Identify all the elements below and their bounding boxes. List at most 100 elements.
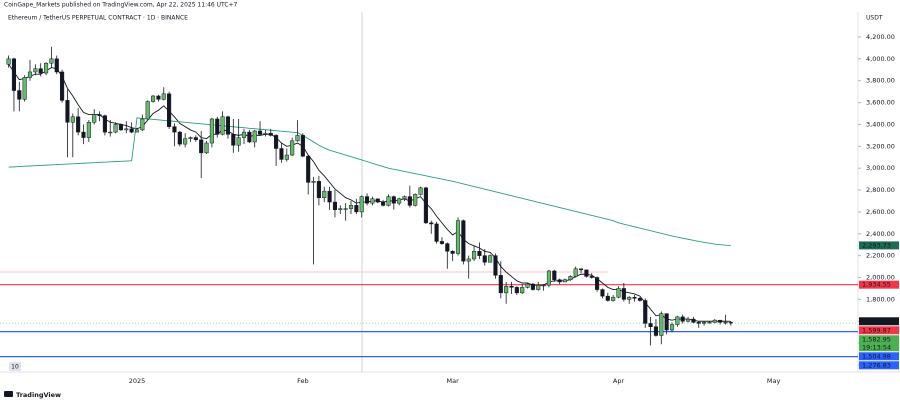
- candle-body: [627, 296, 632, 300]
- candle-body: [113, 124, 118, 133]
- candle-body: [33, 68, 38, 73]
- candle-body: [455, 220, 461, 254]
- price-label-box: [859, 280, 899, 289]
- candle-body: [332, 201, 337, 210]
- candle-body: [407, 196, 412, 206]
- candle-body: [118, 124, 124, 131]
- candle-body: [691, 318, 696, 323]
- interval-badge: 10: [11, 364, 19, 371]
- candle-body: [145, 101, 150, 120]
- candle-body: [466, 258, 471, 262]
- candle-body: [167, 93, 172, 127]
- candle-body: [241, 131, 247, 138]
- candle-body: [557, 279, 562, 283]
- price-label: 1,504.98: [862, 352, 891, 360]
- candle-body: [520, 287, 525, 294]
- candle-body: [306, 155, 311, 183]
- chart-title: Ethereum / TetherUS PERPETUAL CONTRACT ·…: [8, 15, 188, 22]
- candle-body: [124, 128, 129, 131]
- indicator-line: [8, 64, 731, 322]
- candle-body: [616, 288, 621, 298]
- candle-body: [589, 276, 594, 278]
- candle-body: [365, 196, 370, 204]
- candle-body: [686, 318, 691, 322]
- x-tick-label: May: [767, 377, 781, 385]
- candle-body: [268, 132, 273, 136]
- candle-body: [177, 131, 182, 145]
- x-tick-label: Apr: [613, 377, 625, 385]
- candle-body: [220, 116, 225, 135]
- candle-body: [723, 322, 728, 324]
- candle-body: [44, 62, 49, 74]
- candle-body: [621, 288, 626, 300]
- candle-body: [536, 284, 541, 290]
- candle-body: [637, 298, 642, 301]
- candle-body: [215, 118, 220, 135]
- candle-body: [279, 148, 284, 160]
- candle-body: [172, 126, 177, 133]
- candle-body: [605, 295, 610, 301]
- candle-body: [359, 196, 364, 213]
- candle-body: [54, 58, 59, 73]
- candle-body: [653, 326, 659, 336]
- y-tick-label: 3,000.00: [866, 164, 895, 172]
- price-label-box: [859, 361, 899, 370]
- candle-body: [247, 131, 252, 143]
- candle-body: [718, 319, 723, 323]
- indicator-line: [8, 117, 731, 246]
- countdown: 19:13:54: [862, 343, 891, 351]
- candle-body: [161, 93, 166, 100]
- candle-body: [573, 268, 578, 277]
- y-tick-label: 3,200.00: [866, 142, 895, 150]
- candle-body: [541, 284, 546, 287]
- candle-body: [193, 137, 198, 140]
- candle-body: [231, 134, 236, 146]
- candle-body: [402, 196, 407, 200]
- candle-body: [514, 287, 519, 294]
- candle-body: [712, 319, 717, 323]
- candle-body: [60, 71, 65, 101]
- candle-body: [129, 128, 134, 133]
- candle-body: [258, 130, 263, 135]
- candle-body: [27, 71, 33, 78]
- y-tick-label: 2,600.00: [866, 208, 895, 216]
- candle-body: [300, 135, 305, 157]
- candle-body: [498, 275, 503, 294]
- y-tick-label: 3,800.00: [866, 77, 895, 85]
- y-tick-label: 2,000.00: [866, 274, 895, 282]
- candle-body: [225, 116, 230, 135]
- y-tick-label: 2,800.00: [866, 186, 895, 194]
- candle-body: [311, 181, 316, 183]
- candle-body: [76, 116, 81, 133]
- candle-body: [664, 313, 669, 331]
- candle-body: [81, 131, 86, 138]
- candle-body: [140, 118, 145, 131]
- candle-body: [600, 289, 605, 297]
- candle-body: [611, 296, 616, 301]
- candle-body: [504, 286, 509, 294]
- candle-body: [675, 316, 680, 325]
- candle-body: [86, 122, 91, 138]
- candle-body: [295, 135, 300, 142]
- candle-body: [343, 208, 348, 210]
- candle-body: [327, 190, 332, 203]
- candle-body: [418, 187, 423, 195]
- candle-body: [316, 181, 321, 198]
- candle-body: [252, 130, 257, 143]
- candle-body: [450, 251, 455, 254]
- price-axis: 1,200.001,400.001,600.001,800.002,000.00…: [858, 33, 899, 370]
- candle-body: [568, 276, 573, 280]
- candle-body: [413, 194, 418, 206]
- candle-body: [397, 198, 402, 204]
- brand: TradingView: [16, 391, 61, 399]
- candle-body: [209, 118, 214, 144]
- candle-body: [204, 142, 209, 154]
- candle-body: [156, 95, 161, 100]
- plot: [0, 46, 858, 358]
- candle-body: [290, 140, 295, 156]
- price-label: 1,599.87: [862, 326, 891, 334]
- currency: USDT: [866, 15, 883, 22]
- y-tick-label: 2,200.00: [866, 252, 895, 260]
- candle-body: [696, 322, 701, 324]
- candle-body: [375, 198, 380, 203]
